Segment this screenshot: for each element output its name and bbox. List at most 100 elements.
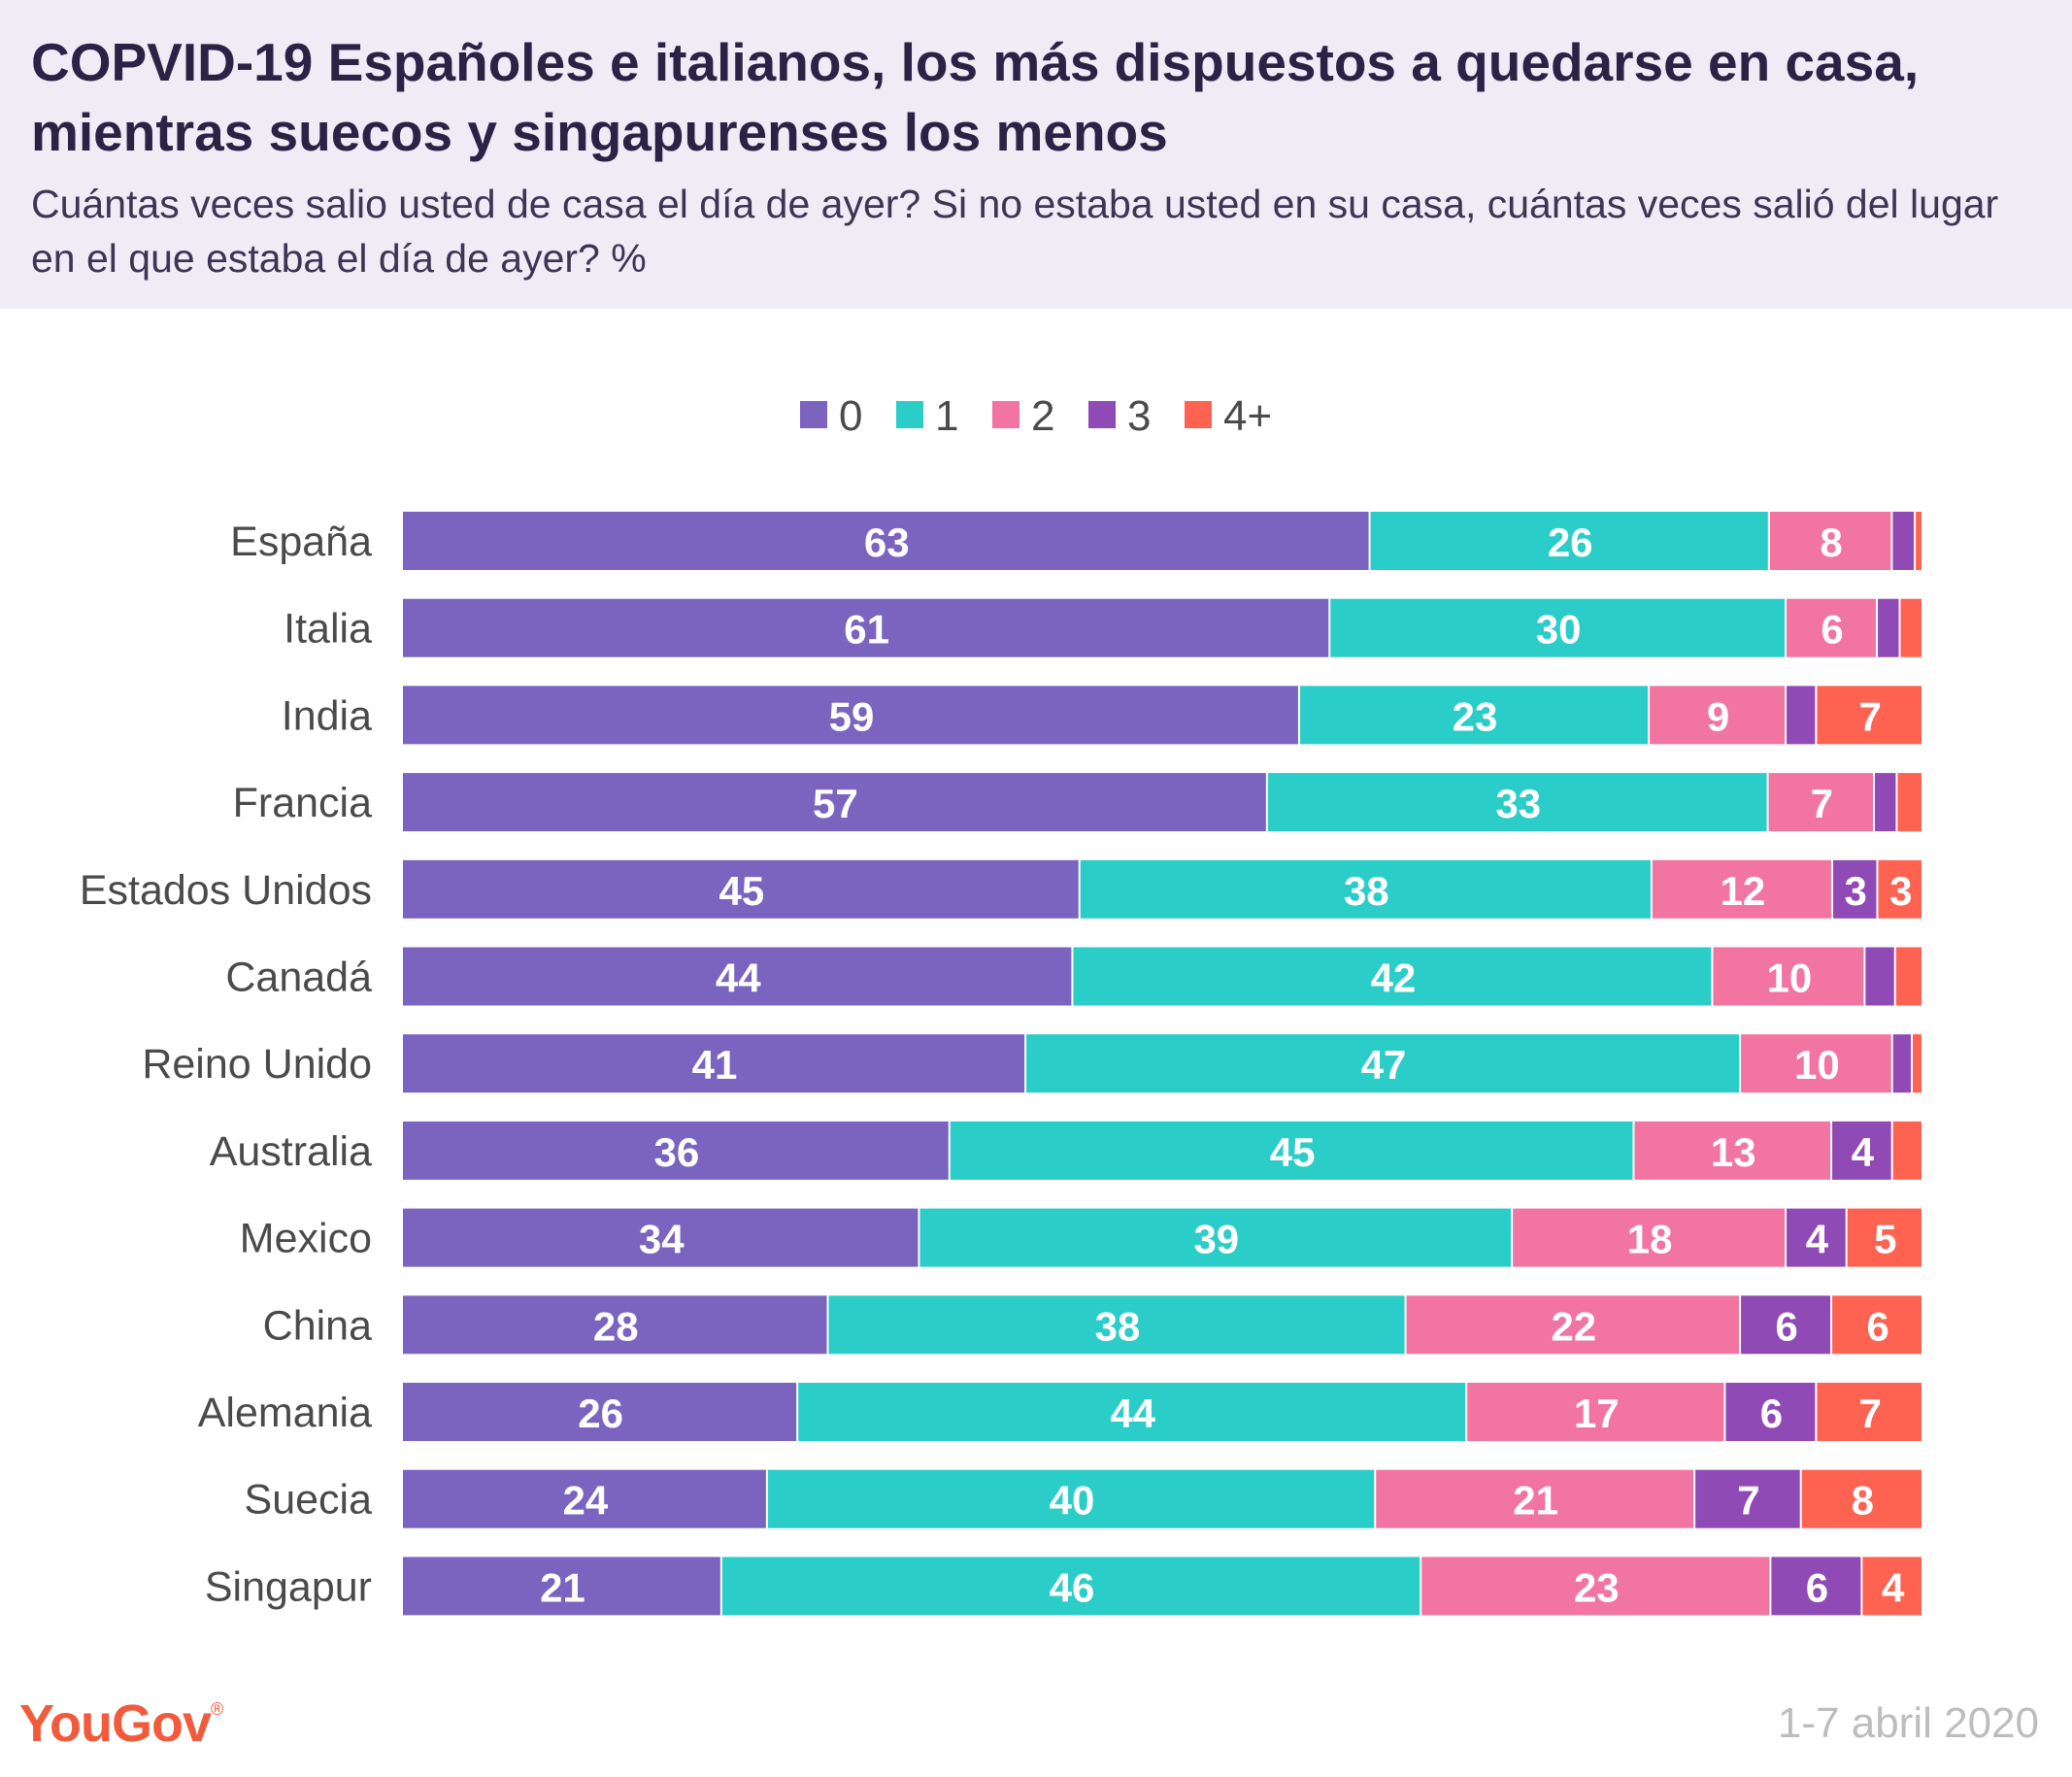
legend-swatch: [896, 401, 923, 428]
bar-segment: [1801, 1469, 1922, 1528]
data-label: 22: [1551, 1303, 1596, 1349]
bar-segment: [1787, 686, 1816, 745]
date-label: 1-7 abril 2020: [1777, 1699, 2039, 1747]
category-label: Estados Unidos: [80, 867, 372, 914]
yougov-logo: YouGov®: [19, 1693, 223, 1754]
bar-segment: [403, 1557, 720, 1616]
legend-item-2: 1: [896, 392, 958, 440]
data-label: 57: [813, 781, 858, 826]
bar-segment: [1768, 773, 1873, 832]
bar-segment: [1652, 859, 1831, 919]
bar-row: China 28 38 22 6 6: [263, 1295, 1922, 1355]
data-label: 38: [1344, 868, 1389, 914]
data-label: 7: [1737, 1478, 1759, 1524]
bar-row: Suecia 24 40 21 7 8: [245, 1469, 1922, 1528]
bar-row: Italia 61 30 6: [284, 598, 1922, 657]
legend-label: 0: [839, 392, 862, 440]
data-label: 5: [1874, 1217, 1896, 1262]
data-label: 42: [1371, 956, 1417, 1001]
bar-segment: [919, 1208, 1512, 1267]
bar-segment: [403, 1383, 797, 1441]
bar-segment: [828, 1295, 1405, 1355]
data-label: 44: [1110, 1391, 1155, 1436]
legend-label: 1: [935, 392, 958, 440]
data-label: 10: [1794, 1042, 1840, 1088]
bar-segment: [1771, 1557, 1861, 1616]
bar-segment: [1916, 512, 1922, 570]
data-label: 17: [1574, 1391, 1620, 1436]
data-label: 8: [1820, 520, 1842, 565]
bar-row: Mexico 34 39 18 4 5: [240, 1208, 1922, 1267]
category-label: India: [282, 692, 372, 739]
bar-segment: [1897, 773, 1922, 832]
legend-swatch: [800, 401, 827, 428]
data-label: 6: [1821, 607, 1843, 653]
bar-segment: [1725, 1383, 1816, 1441]
category-label: Suecia: [245, 1477, 373, 1524]
data-label: 9: [1707, 693, 1729, 739]
data-label: 33: [1495, 781, 1541, 826]
header: COPVID-19 Españoles e italianos, los más…: [0, 0, 2072, 309]
category-label: Australia: [210, 1128, 372, 1175]
bar-segment: [1878, 598, 1899, 657]
bar-segment: [403, 1034, 1025, 1093]
bar-segment: [1421, 1557, 1770, 1616]
bar-row: Francia 57 33 7: [233, 773, 1922, 832]
bar-segment: [403, 686, 1298, 745]
legend-label: 2: [1031, 392, 1054, 440]
data-label: 13: [1711, 1129, 1756, 1175]
chart-title: COPVID-19 Españoles e italianos, los más…: [31, 32, 1920, 162]
data-label: 63: [864, 520, 910, 565]
data-label: 34: [639, 1217, 685, 1262]
data-label: 26: [1548, 520, 1593, 565]
category-label: China: [263, 1302, 372, 1349]
legend-item-1: 0: [800, 392, 862, 440]
bar-segment: [1467, 1383, 1724, 1441]
legend-item-3: 2: [992, 392, 1054, 440]
data-label: 23: [1574, 1564, 1620, 1610]
bar-segment: [1650, 686, 1786, 745]
data-label: 40: [1050, 1478, 1095, 1524]
bar-segment: [1817, 686, 1922, 745]
legend-label: 3: [1127, 392, 1151, 440]
data-label: 41: [692, 1042, 738, 1088]
bar-segment: [950, 1121, 1633, 1180]
data-label: 7: [1859, 1391, 1882, 1436]
registered-mark: ®: [211, 1699, 223, 1719]
bar-segment: [1787, 598, 1877, 657]
data-label: 18: [1627, 1217, 1673, 1262]
legend: 0 1 2 3 4+: [800, 392, 1272, 440]
bar-segment: [1299, 686, 1649, 745]
bar-segment: [798, 1383, 1466, 1441]
bar-segment: [1741, 1295, 1831, 1355]
bar-segment: [1741, 1034, 1891, 1093]
data-label: 30: [1536, 607, 1582, 653]
bar-segment: [403, 947, 1072, 1006]
category-label: Mexico: [240, 1216, 372, 1262]
data-label: 10: [1767, 956, 1813, 1001]
legend-swatch: [1088, 401, 1116, 428]
bar-segment: [1832, 1121, 1891, 1180]
bar-segment: [1769, 512, 1891, 570]
data-label: 6: [1760, 1391, 1783, 1436]
data-label: 4: [1852, 1129, 1875, 1175]
bar-segment: [403, 512, 1369, 570]
bar-segment: [1370, 512, 1768, 570]
bar-segment: [1406, 1295, 1740, 1355]
bar-row: España 63 26 8: [230, 512, 1922, 570]
data-label: 3: [1845, 868, 1867, 914]
bar-segment: [403, 598, 1329, 657]
data-label: 44: [716, 956, 761, 1001]
category-label: Alemania: [198, 1390, 372, 1436]
category-label: Reino Unido: [142, 1041, 372, 1088]
data-label: 21: [540, 1564, 585, 1610]
bar-segment: [1513, 1208, 1786, 1267]
category-label: Canadá: [225, 955, 372, 1001]
data-label: 23: [1453, 693, 1498, 739]
category-label: Singapur: [205, 1563, 372, 1610]
legend-label: 4+: [1223, 392, 1272, 440]
bar-segment: [1895, 947, 1922, 1006]
data-label: 59: [829, 693, 875, 739]
bar-segment: [1267, 773, 1767, 832]
